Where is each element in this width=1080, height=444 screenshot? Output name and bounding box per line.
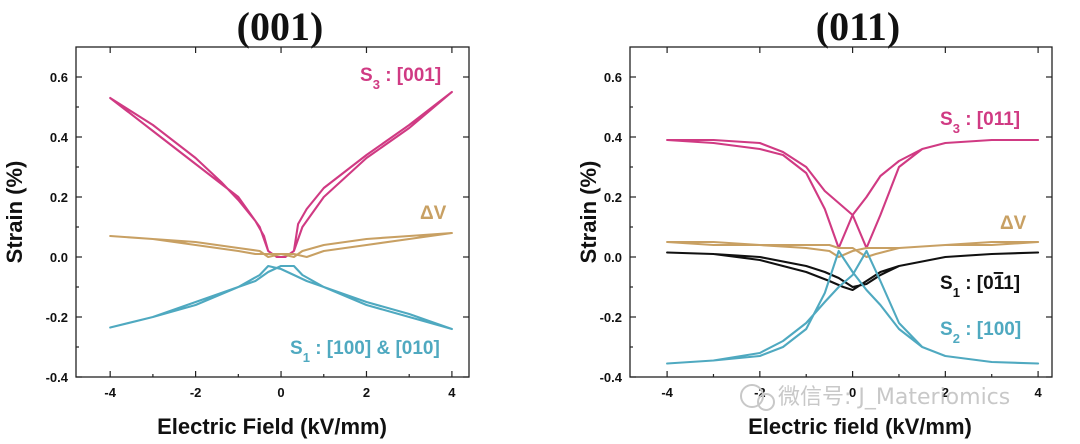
series-label-3: S1 : [100] & [010] — [290, 338, 440, 365]
x-tick-label: -2 — [754, 385, 766, 400]
series-label-subscript: 1 — [303, 350, 310, 365]
x-tick-label: 4 — [1034, 385, 1042, 400]
series-label-main: S — [290, 338, 303, 359]
series-label-rest: : [001] — [380, 65, 441, 86]
y-axis-label: Strain (%) — [2, 161, 27, 264]
series-label-rest: : [011] — [960, 109, 1020, 130]
series-label-4: S2 : [100] — [940, 319, 1021, 346]
series-label-subscript: 3 — [373, 77, 380, 92]
y-tick-label: -0.2 — [46, 310, 68, 325]
series-label-subscript: 1 — [953, 285, 960, 300]
series-label-3: S1 : [011] — [940, 273, 1020, 300]
y-tick-label: -0.2 — [600, 310, 622, 325]
x-axis-label: Electric Field (kV/mm) — [157, 414, 387, 439]
x-tick-label: 2 — [942, 385, 949, 400]
series-label-main: S — [360, 65, 373, 86]
series-label-rest: : [100] & [010] — [310, 338, 440, 359]
y-tick-label: 0.0 — [604, 250, 622, 265]
series-line-3 — [109, 264, 453, 331]
x-tick-label: 2 — [363, 385, 370, 400]
y-tick-label: 0.4 — [50, 130, 69, 145]
series-label-main: S — [940, 109, 953, 130]
y-tick-label: 0.4 — [604, 130, 623, 145]
x-tick-label: -2 — [190, 385, 202, 400]
series-label-1: S3 : [001] — [360, 65, 441, 92]
watermark-text: 微信号: J_Materiomics — [778, 385, 1010, 410]
x-tick-label: -4 — [661, 385, 673, 400]
plot-frame — [629, 46, 1053, 378]
y-tick-label: 0.2 — [50, 190, 68, 205]
plot-frame — [75, 46, 470, 378]
series-label-rest: : [100] — [960, 319, 1021, 340]
wechat-icon-bubble — [757, 393, 775, 411]
chart-panel-2: (011) -4 -2 0 2 4 -0.4 -0.2 0.0 0.2 0.4 0.6 Electric… — [576, 4, 1053, 439]
series-label-rest: : [0 — [960, 273, 994, 294]
series-line-1 — [109, 90, 453, 259]
series-line-2 — [666, 240, 1040, 259]
x-tick-label: 0 — [849, 385, 856, 400]
series-label-subscript: 3 — [953, 121, 960, 136]
chart-title: (011) — [816, 4, 900, 49]
y-tick-label: 0.2 — [604, 190, 622, 205]
series-line-2 — [109, 231, 453, 259]
series-label-2: ΔV — [1000, 213, 1027, 234]
series-line-1 — [666, 138, 1040, 250]
y-tick-label: -0.4 — [600, 370, 623, 385]
series-label-main: ΔV — [1000, 213, 1027, 234]
x-tick-label: -4 — [104, 385, 116, 400]
chart-title: (001) — [237, 4, 324, 49]
chart-panel-1: (001) -4 -2 0 2 4 -0.4 -0.2 0.0 0.2 0.4 0.6 Electric… — [2, 4, 470, 439]
series-label-2: ΔV — [420, 203, 447, 224]
series-label-overbar-digit: 1 — [994, 273, 1005, 294]
y-tick-label: 0.6 — [50, 70, 68, 85]
series-label-main: ΔV — [420, 203, 447, 224]
x-tick-label: 0 — [277, 385, 284, 400]
series-label-main: S — [940, 273, 953, 294]
x-axis-label: Electric field (kV/mm) — [748, 414, 972, 439]
series-label-subscript: 2 — [953, 331, 960, 346]
y-tick-label: 0.0 — [50, 250, 68, 265]
y-tick-label: 0.6 — [604, 70, 622, 85]
y-tick-label: -0.4 — [46, 370, 69, 385]
series-label-main: S — [940, 319, 953, 340]
x-tick-label: 4 — [448, 385, 456, 400]
series-label-tail: 1] — [1003, 273, 1020, 294]
watermark: 微信号: J_Materiomics — [740, 384, 1010, 411]
series-label-1: S3 : [011] — [940, 109, 1020, 136]
y-axis-label: Strain (%) — [576, 161, 601, 264]
series-line-4 — [666, 249, 1040, 365]
wechat-icon — [740, 384, 764, 408]
